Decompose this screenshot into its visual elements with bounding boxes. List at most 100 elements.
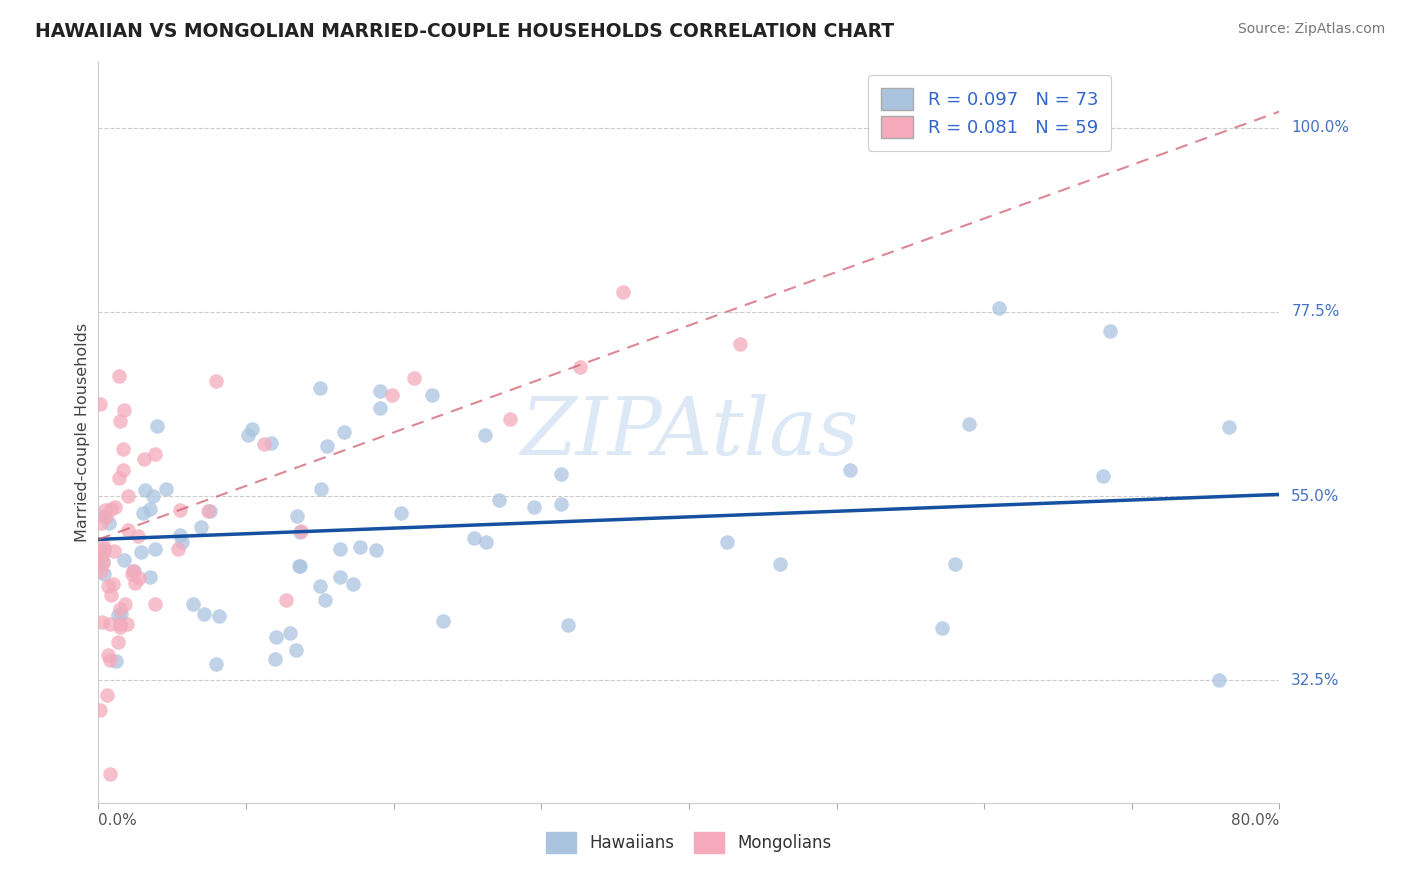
Text: ZIPAtlas: ZIPAtlas — [520, 394, 858, 471]
Legend: Hawaiians, Mongolians: Hawaiians, Mongolians — [537, 824, 841, 861]
Point — [132, 452, 155, 467]
Point — [115, 616, 138, 631]
Point — [288, 558, 311, 573]
Text: 80.0%: 80.0% — [1232, 814, 1279, 829]
Point — [314, 593, 336, 607]
Point — [193, 607, 215, 622]
Point — [474, 534, 496, 549]
Point — [93, 503, 115, 517]
Point — [368, 401, 391, 416]
Point — [264, 630, 287, 644]
Point — [94, 510, 117, 524]
Point — [134, 483, 156, 497]
Point — [98, 516, 121, 530]
Point — [91, 554, 114, 568]
Point — [100, 502, 122, 516]
Point — [349, 540, 371, 554]
Point — [89, 397, 111, 411]
Point — [364, 543, 387, 558]
Point — [332, 425, 354, 439]
Point — [108, 620, 131, 634]
Point — [931, 621, 953, 635]
Text: 0.0%: 0.0% — [98, 814, 138, 829]
Point — [943, 558, 966, 572]
Point — [1218, 420, 1240, 434]
Point — [143, 597, 166, 611]
Point — [730, 337, 752, 351]
Point — [104, 500, 127, 515]
Point — [167, 541, 190, 556]
Point — [389, 506, 412, 520]
Point — [488, 493, 510, 508]
Point — [198, 504, 221, 518]
Point — [288, 558, 311, 573]
Point — [93, 567, 115, 582]
Point — [93, 508, 115, 523]
Point — [568, 359, 591, 374]
Point — [329, 542, 352, 557]
Point — [127, 529, 149, 543]
Point — [96, 688, 118, 702]
Point — [1208, 673, 1230, 687]
Point — [107, 607, 129, 622]
Point — [368, 384, 391, 398]
Point — [155, 483, 177, 497]
Point — [114, 597, 136, 611]
Text: 55.0%: 55.0% — [1291, 489, 1340, 503]
Point — [499, 411, 522, 425]
Point — [93, 541, 115, 556]
Point — [957, 417, 980, 431]
Point — [124, 576, 146, 591]
Point — [190, 520, 212, 534]
Point — [146, 418, 169, 433]
Point — [98, 767, 121, 781]
Point — [402, 370, 425, 384]
Point — [432, 615, 454, 629]
Point — [309, 381, 332, 395]
Point — [108, 368, 131, 383]
Point — [285, 642, 308, 657]
Point — [97, 648, 120, 663]
Point — [381, 388, 404, 402]
Point — [122, 564, 145, 578]
Point — [207, 609, 229, 624]
Point — [316, 439, 339, 453]
Point — [117, 523, 139, 537]
Point — [145, 541, 167, 556]
Point — [420, 388, 443, 402]
Point — [181, 597, 204, 611]
Point — [169, 528, 191, 542]
Point — [138, 501, 160, 516]
Point — [342, 577, 364, 591]
Point — [716, 535, 738, 549]
Point — [90, 548, 112, 562]
Point — [90, 547, 112, 561]
Text: 32.5%: 32.5% — [1291, 673, 1340, 688]
Point — [110, 414, 132, 428]
Point — [107, 634, 129, 648]
Point — [264, 651, 287, 665]
Point — [474, 428, 496, 442]
Point — [111, 463, 134, 477]
Point — [91, 538, 114, 552]
Text: Source: ZipAtlas.com: Source: ZipAtlas.com — [1237, 22, 1385, 37]
Point — [523, 500, 546, 515]
Point — [110, 607, 132, 621]
Point — [260, 436, 283, 450]
Point — [121, 567, 143, 582]
Point — [111, 442, 134, 457]
Point — [253, 437, 276, 451]
Point — [91, 556, 114, 570]
Point — [236, 427, 259, 442]
Point — [100, 588, 122, 602]
Point — [117, 489, 139, 503]
Point — [112, 552, 135, 566]
Point — [129, 545, 152, 559]
Point — [838, 463, 860, 477]
Point — [108, 471, 131, 485]
Point — [101, 576, 124, 591]
Point — [139, 570, 162, 584]
Point — [463, 532, 485, 546]
Point — [97, 579, 120, 593]
Point — [274, 593, 297, 607]
